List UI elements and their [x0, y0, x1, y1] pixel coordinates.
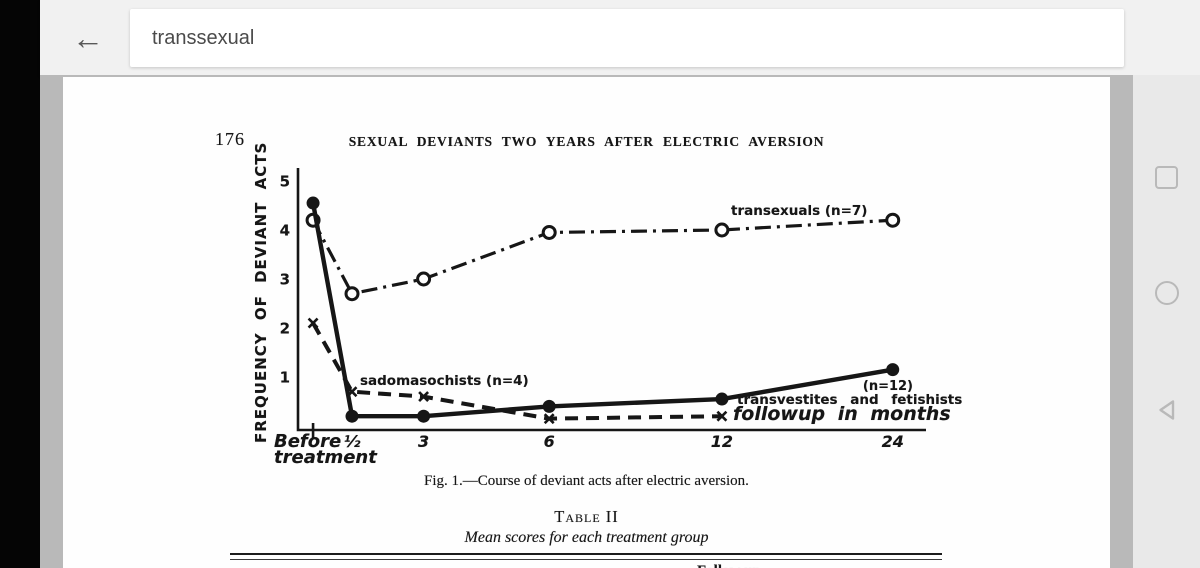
- svg-text:3: 3: [418, 432, 429, 451]
- recents-square-icon: [1155, 165, 1178, 189]
- chart-label-transsexuals: transexuals (n=7): [731, 203, 868, 219]
- back-triangle-icon: [1158, 399, 1174, 420]
- chart-label-transvestites: transvestites and fetishists: [737, 392, 963, 408]
- svg-text:2: 2: [280, 320, 290, 338]
- browser-top-bar: ← transsexual: [40, 0, 1200, 75]
- svg-text:6: 6: [544, 432, 555, 451]
- recents-button[interactable]: [1133, 138, 1200, 198]
- table-title: Table II: [554, 507, 619, 526]
- chart-label-before-treatment: Before treatment: [274, 431, 377, 468]
- back-arrow-icon: ←: [72, 20, 104, 56]
- document-page: 176 SEXUAL DEVIANTS TWO YEARS AFTER ELEC…: [63, 77, 1110, 568]
- svg-text:5: 5: [280, 173, 290, 191]
- chart-label-sadomasochists: sadomasochists (n=4): [360, 373, 529, 389]
- home-circle-icon: [1154, 280, 1179, 305]
- back-nav-button[interactable]: [1133, 371, 1200, 431]
- back-button[interactable]: ←: [62, 12, 114, 64]
- table-subtitle: Mean scores for each treatment group: [464, 529, 709, 546]
- svg-text:12: 12: [711, 432, 733, 451]
- svg-text:1: 1: [280, 369, 290, 387]
- svg-text:24: 24: [882, 432, 904, 451]
- before-line2: treatment: [274, 447, 377, 468]
- chart-y-axis-label: FREQUENCY OF DEVIANT ACTS: [252, 141, 270, 443]
- chart-x-axis-label: followup in months: [733, 403, 951, 425]
- search-input[interactable]: transsexual: [152, 27, 255, 49]
- home-button[interactable]: [1133, 254, 1200, 314]
- running-title: SEXUAL DEVIANTS TWO YEARS AFTER ELECTRIC…: [348, 134, 825, 149]
- left-letterbox: [0, 0, 40, 568]
- figure-caption: Fig. 1.—Course of deviant acts after ele…: [424, 473, 749, 489]
- svg-text:3: 3: [280, 271, 290, 289]
- android-nav-bar: [1133, 75, 1200, 568]
- chart-label-n12: (n=12): [862, 379, 913, 394]
- table-partial-header: Follow up: [697, 563, 761, 568]
- table-top-rule: [230, 553, 942, 560]
- before-line1: Before: [274, 431, 342, 452]
- svg-text:4: 4: [280, 222, 290, 240]
- search-bar[interactable]: transsexual: [130, 9, 1124, 67]
- page-number: 176: [215, 129, 245, 149]
- document-viewer: 176 SEXUAL DEVIANTS TWO YEARS AFTER ELEC…: [40, 75, 1133, 568]
